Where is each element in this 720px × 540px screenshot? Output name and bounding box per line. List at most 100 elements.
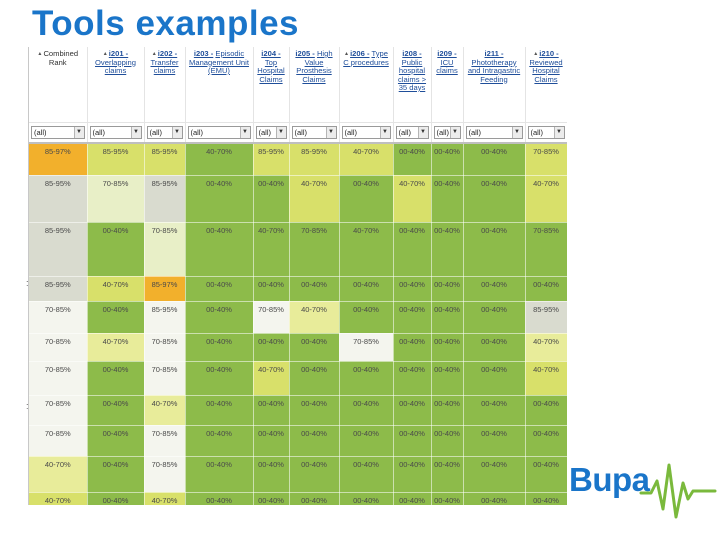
table-row[interactable]: 85-95% 70-85% 85-95% 00-40% 00-40% 40-70% 00-4… bbox=[29, 175, 567, 223]
column-title[interactable]: Phototherapy and Intragastric Feeding bbox=[467, 57, 521, 84]
table-cell: 00-40% bbox=[463, 175, 526, 223]
slide-title: Tools examples bbox=[32, 4, 300, 43]
table-cell: 00-40% bbox=[185, 222, 254, 277]
chevron-down-icon[interactable]: ▼ bbox=[73, 127, 84, 138]
filter-cell: (all) ▼ bbox=[289, 122, 340, 144]
column-code: i208 - bbox=[402, 49, 422, 58]
filter-dropdown[interactable]: (all) ▼ bbox=[146, 126, 183, 139]
table-row[interactable]: 85-97% 85-95% 85-95% 40-70% 85-95% 85-95% 40-7… bbox=[29, 143, 567, 176]
chevron-down-icon[interactable]: ▼ bbox=[417, 127, 428, 138]
table-cell: 40-70% bbox=[185, 143, 254, 176]
filter-dropdown[interactable]: (all) ▼ bbox=[395, 126, 429, 139]
table-cell: 00-40% bbox=[463, 301, 526, 334]
table-cell: 00-40% bbox=[339, 425, 394, 457]
column-header[interactable]: i208 - Public hospital claims > 35 days bbox=[393, 47, 432, 123]
column-header[interactable]: i205 - High Value Prosthesis Claims bbox=[289, 47, 340, 123]
table-row[interactable]: 70-85% 00-40% 70-85% 00-40% 40-70% 00-40% 00-4… bbox=[29, 361, 567, 396]
filter-dropdown[interactable]: (all) ▼ bbox=[465, 126, 523, 139]
table-cell: 00-40% bbox=[431, 395, 464, 426]
table-cell: 00-40% bbox=[253, 395, 290, 426]
table-cell: 00-40% bbox=[393, 492, 432, 505]
table-cell: 40-70% bbox=[393, 175, 432, 223]
chevron-down-icon[interactable]: ▼ bbox=[379, 127, 390, 138]
table-cell: 00-40% bbox=[87, 425, 145, 457]
filter-dropdown[interactable]: (all) ▼ bbox=[187, 126, 251, 139]
table-row[interactable]: 85-95% 40-70% 85-97% 00-40% 00-40% 00-40% 00-4… bbox=[29, 276, 567, 302]
table-cell: 00-40% bbox=[289, 276, 340, 302]
sort-icon[interactable]: ▴ bbox=[152, 51, 156, 57]
row-marker: : bbox=[26, 401, 29, 411]
column-header[interactable]: ▴ Combined Rank bbox=[29, 47, 88, 123]
sort-icon[interactable]: ▴ bbox=[345, 51, 349, 57]
table-cell: 00-40% bbox=[393, 395, 432, 426]
column-header[interactable]: i209 - ICU claims bbox=[431, 47, 464, 123]
column-title[interactable]: Overlapping claims bbox=[95, 57, 136, 75]
filter-dropdown[interactable]: (all) ▼ bbox=[291, 126, 337, 139]
chevron-down-icon[interactable]: ▼ bbox=[275, 127, 286, 138]
chevron-down-icon[interactable]: ▼ bbox=[130, 127, 141, 138]
column-header[interactable]: i211 - Phototherapy and Intragastric Fee… bbox=[463, 47, 526, 123]
column-header[interactable]: ▴ i210 - Reviewed Hospital Claims bbox=[525, 47, 567, 123]
filter-dropdown[interactable]: (all) ▼ bbox=[527, 126, 565, 139]
table-cell: 40-70% bbox=[289, 301, 340, 334]
table-row[interactable]: 70-85% 00-40% 85-95% 00-40% 70-85% 40-70% 00-4… bbox=[29, 301, 567, 334]
chevron-down-icon[interactable]: ▼ bbox=[325, 127, 336, 138]
chevron-down-icon[interactable]: ▼ bbox=[449, 127, 460, 138]
chevron-down-icon[interactable]: ▼ bbox=[239, 127, 250, 138]
table-cell: 00-40% bbox=[431, 492, 464, 505]
column-header[interactable]: ▴ i201 - Overlapping claims bbox=[87, 47, 145, 123]
filter-cell: (all) ▼ bbox=[87, 122, 145, 144]
table-row[interactable]: 40-70% 00-40% 40-70% 00-40% 00-40% 00-40% 00-4… bbox=[29, 492, 567, 505]
column-header[interactable]: i204 - Top Hospital Claims bbox=[253, 47, 290, 123]
table-cell: 00-40% bbox=[431, 456, 464, 493]
table-cell: 40-70% bbox=[525, 361, 567, 396]
filter-dropdown[interactable]: (all) ▼ bbox=[31, 126, 85, 139]
sort-icon[interactable]: ▴ bbox=[38, 51, 42, 57]
column-title[interactable]: Episodic Management Unit (EMU) bbox=[189, 49, 249, 75]
table-row[interactable]: 85-95% 00-40% 70-85% 00-40% 40-70% 70-85% 40-7… bbox=[29, 222, 567, 277]
heartbeat-line-icon bbox=[639, 463, 717, 519]
column-code: i201 - bbox=[108, 49, 129, 58]
table-cell: 85-95% bbox=[29, 222, 88, 277]
column-header[interactable]: ▴ i206 - Type C procedures bbox=[339, 47, 394, 123]
chevron-down-icon[interactable]: ▼ bbox=[553, 127, 564, 138]
filter-value: (all) bbox=[468, 128, 482, 137]
table-cell: 00-40% bbox=[289, 492, 340, 505]
sort-icon[interactable]: ▴ bbox=[103, 51, 107, 57]
sort-icon[interactable]: ▴ bbox=[534, 51, 538, 57]
column-title[interactable]: High Value Prosthesis Claims bbox=[296, 49, 333, 84]
table-cell: 40-70% bbox=[339, 143, 394, 176]
table-cell: 85-95% bbox=[144, 175, 186, 223]
column-title[interactable]: Reviewed Hospital Claims bbox=[529, 57, 563, 84]
table-cell: 70-85% bbox=[144, 456, 186, 493]
filter-dropdown[interactable]: (all) ▼ bbox=[433, 126, 461, 139]
table-cell: 85-95% bbox=[29, 175, 88, 223]
table-cell: 00-40% bbox=[463, 222, 526, 277]
table-row[interactable]: 70-85% 00-40% 70-85% 00-40% 00-40% 00-40% 00-4… bbox=[29, 425, 567, 457]
filter-row: (all) ▼ (all) ▼ (all) ▼ (all) ▼ (all) ▼ (all) ▼ (all… bbox=[29, 122, 567, 144]
column-header[interactable]: i203 - Episodic Management Unit (EMU) bbox=[185, 47, 254, 123]
filter-cell: (all) ▼ bbox=[393, 122, 432, 144]
filter-dropdown[interactable]: (all) ▼ bbox=[89, 126, 142, 139]
column-title[interactable]: Top Hospital Claims bbox=[257, 57, 285, 84]
table-cell: 40-70% bbox=[339, 222, 394, 277]
chevron-down-icon[interactable]: ▼ bbox=[171, 127, 182, 138]
table-row[interactable]: 40-70% 00-40% 70-85% 00-40% 00-40% 00-40% 00-4… bbox=[29, 456, 567, 493]
chevron-down-icon[interactable]: ▼ bbox=[511, 127, 522, 138]
table-cell: 70-85% bbox=[87, 175, 145, 223]
column-code: i211 - bbox=[484, 49, 504, 58]
filter-dropdown[interactable]: (all) ▼ bbox=[341, 126, 391, 139]
column-title[interactable]: Transfer claims bbox=[150, 57, 179, 75]
table-row[interactable]: 70-85% 00-40% 40-70% 00-40% 00-40% 00-40% 00-4… bbox=[29, 395, 567, 426]
filter-dropdown[interactable]: (all) ▼ bbox=[255, 126, 287, 139]
filter-value: (all) bbox=[294, 128, 308, 137]
column-header[interactable]: ▴ i202 - Transfer claims bbox=[144, 47, 186, 123]
column-title[interactable]: Type C procedures bbox=[343, 49, 389, 67]
table-row[interactable]: 70-85% 40-70% 70-85% 00-40% 00-40% 00-40% 70-8… bbox=[29, 333, 567, 362]
table-cell: 00-40% bbox=[253, 276, 290, 302]
header-row: ▴ Combined Rank ▴ i201 - Overlapping claims… bbox=[29, 47, 567, 123]
column-title[interactable]: ICU claims bbox=[436, 57, 458, 75]
column-code: i202 - bbox=[157, 49, 178, 58]
table-cell: 85-95% bbox=[525, 301, 567, 334]
column-title[interactable]: Public hospital claims > 35 days bbox=[397, 57, 427, 92]
